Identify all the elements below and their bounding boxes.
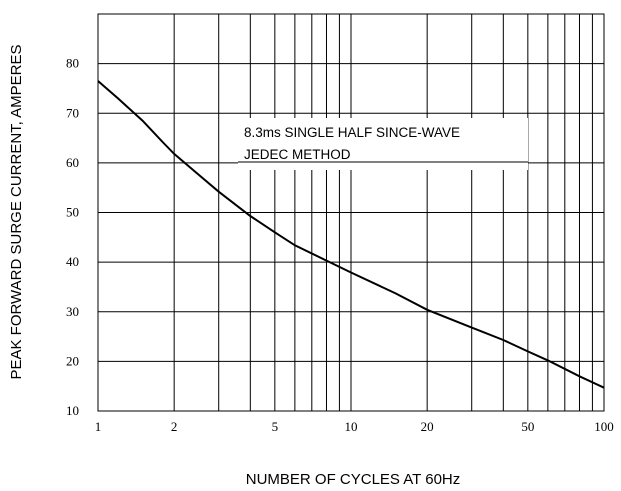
y-tick-label: 60 [66,155,79,170]
y-tick-label: 80 [66,56,79,71]
x-tick-label: 2 [171,419,178,434]
x-tick-labels: 1 2 5 10 20 50 100 [95,419,614,434]
x-tick-label: 1 [95,419,102,434]
plot-frame [97,13,605,412]
series-line [97,80,605,389]
y-tick-label: 50 [66,205,79,220]
annotation-line-1: 8.3ms SINGLE HALF SINCE-WAVE [244,125,460,140]
y-tick-labels: 10 20 30 40 50 60 70 80 [66,56,79,418]
y-tick-label: 40 [66,254,79,269]
y-tick-label: 30 [66,304,79,319]
annotation-background [238,118,528,170]
y-tick-label: 10 [66,403,79,418]
x-axis-label: NUMBER OF CYCLES AT 60Hz [246,471,461,488]
x-tick-label: 50 [521,419,534,434]
x-tick-label: 100 [594,419,614,434]
x-tick-label: 5 [272,419,279,434]
x-tick-label: 20 [421,419,434,434]
annotation: 8.3ms SINGLE HALF SINCE-WAVE JEDEC METHO… [238,118,528,170]
y-tick-label: 70 [66,105,79,120]
x-tick-label: 10 [345,419,358,434]
annotation-line-2: JEDEC METHOD [244,147,351,162]
y-tick-label: 20 [66,353,79,368]
y-axis-label: PEAK FORWARD SURGE CURRENT, AMPERES [8,44,25,379]
